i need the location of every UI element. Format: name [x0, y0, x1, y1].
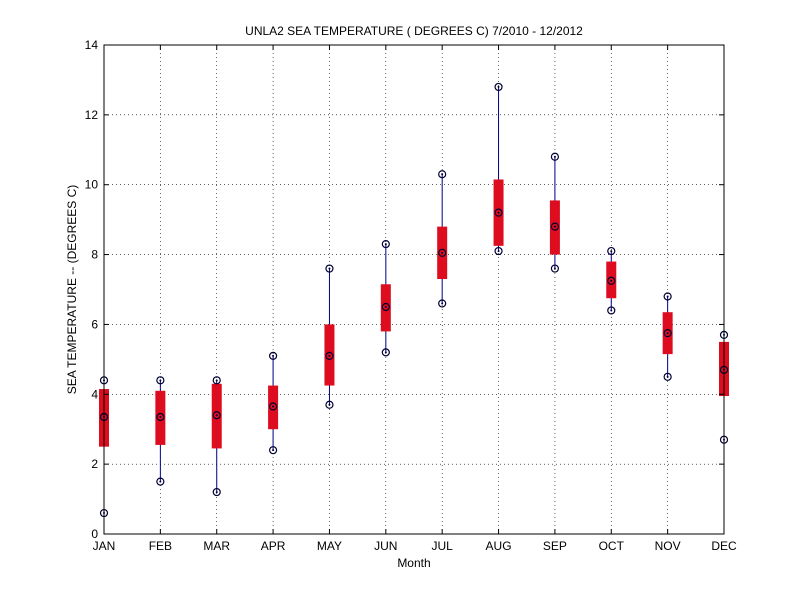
median-marker-center [666, 332, 669, 335]
median-marker [212, 411, 221, 420]
max-marker [156, 376, 165, 385]
max-marker [607, 246, 616, 256]
min-marker [663, 372, 672, 381]
max-marker [325, 264, 334, 273]
median-marker-center [159, 415, 162, 418]
x-tick-label: SEP [543, 539, 567, 553]
x-tick-label: MAR [203, 539, 230, 553]
y-tick-label: 10 [85, 178, 99, 192]
x-tick-label: APR [261, 539, 286, 553]
median-marker-center [553, 225, 556, 228]
max-marker [663, 292, 672, 301]
max-marker [550, 152, 560, 161]
min-marker-center [159, 480, 162, 483]
y-tick-label: 0 [91, 527, 98, 541]
x-tick-label: MAY [317, 539, 342, 553]
x-tick-label: OCT [599, 539, 625, 553]
chart-title: UNLA2 SEA TEMPERATURE ( DEGREES C) 7/201… [245, 24, 583, 38]
plot-frame [103, 44, 725, 535]
max-marker-center [272, 354, 275, 357]
max-marker-center [666, 295, 669, 298]
y-tick-label: 8 [91, 248, 98, 262]
min-marker [325, 400, 334, 409]
axis-ticks: 0 2 4 6 8 10 12 14 JAN FEB MAR APR MAY JUN JUL AUG SEP OC… [85, 38, 737, 553]
min-marker-center [328, 403, 331, 406]
x-tick-label: FEB [149, 539, 172, 553]
min-marker [212, 487, 221, 497]
min-marker [381, 348, 390, 357]
median-marker [381, 302, 390, 312]
median-marker [607, 276, 616, 285]
x-axis-label: Month [397, 556, 430, 570]
max-marker-center [215, 379, 218, 382]
max-marker [212, 376, 221, 385]
median-marker-center [215, 414, 218, 417]
x-tick-label: JUN [374, 539, 397, 553]
max-marker-center [610, 250, 613, 253]
min-marker-center [553, 267, 556, 270]
max-marker [438, 170, 447, 179]
x-tick-label: AUG [486, 539, 512, 553]
median-marker [494, 208, 503, 217]
y-tick-label: 2 [91, 457, 98, 471]
min-marker [268, 446, 278, 455]
max-marker-center [159, 379, 162, 382]
max-marker-center [497, 85, 500, 88]
median-marker [268, 402, 278, 411]
median-marker [663, 329, 672, 338]
x-tick-label: NOV [655, 539, 681, 553]
x-tick-label: JAN [93, 539, 116, 553]
max-marker-center [553, 155, 556, 158]
min-marker-center [666, 375, 669, 378]
y-tick-label: 6 [91, 317, 98, 331]
max-marker [268, 351, 278, 360]
y-tick-label: 14 [85, 38, 99, 52]
max-marker [494, 82, 503, 92]
min-marker [438, 299, 447, 308]
max-marker-center [441, 173, 444, 176]
min-marker-center [384, 351, 387, 354]
min-marker [607, 306, 616, 315]
median-marker-center [610, 279, 613, 282]
min-marker-center [610, 309, 613, 312]
median-marker-center [441, 251, 444, 254]
x-tick-label: DEC [711, 539, 737, 553]
min-marker-center [441, 302, 444, 305]
x-tick-label: JUL [432, 539, 454, 553]
median-marker-center [384, 305, 387, 308]
min-marker-center [272, 449, 275, 452]
median-marker-center [272, 405, 275, 408]
median-marker [550, 222, 560, 231]
y-axis-label: SEA TEMPERATURE -- (DEGREES C) [65, 185, 79, 395]
min-marker [494, 246, 503, 256]
median-marker-center [497, 211, 500, 214]
y-tick-label: 12 [85, 108, 99, 122]
min-marker-center [497, 250, 500, 253]
median-marker [325, 351, 334, 360]
max-marker-center [328, 267, 331, 270]
min-marker [156, 477, 165, 486]
median-marker [438, 248, 447, 257]
min-marker [550, 264, 560, 273]
median-marker-center [328, 354, 331, 357]
median-marker [156, 412, 165, 422]
min-marker-center [215, 491, 218, 494]
max-marker [381, 239, 390, 249]
y-tick-label: 4 [91, 387, 98, 401]
max-marker-center [384, 243, 387, 246]
